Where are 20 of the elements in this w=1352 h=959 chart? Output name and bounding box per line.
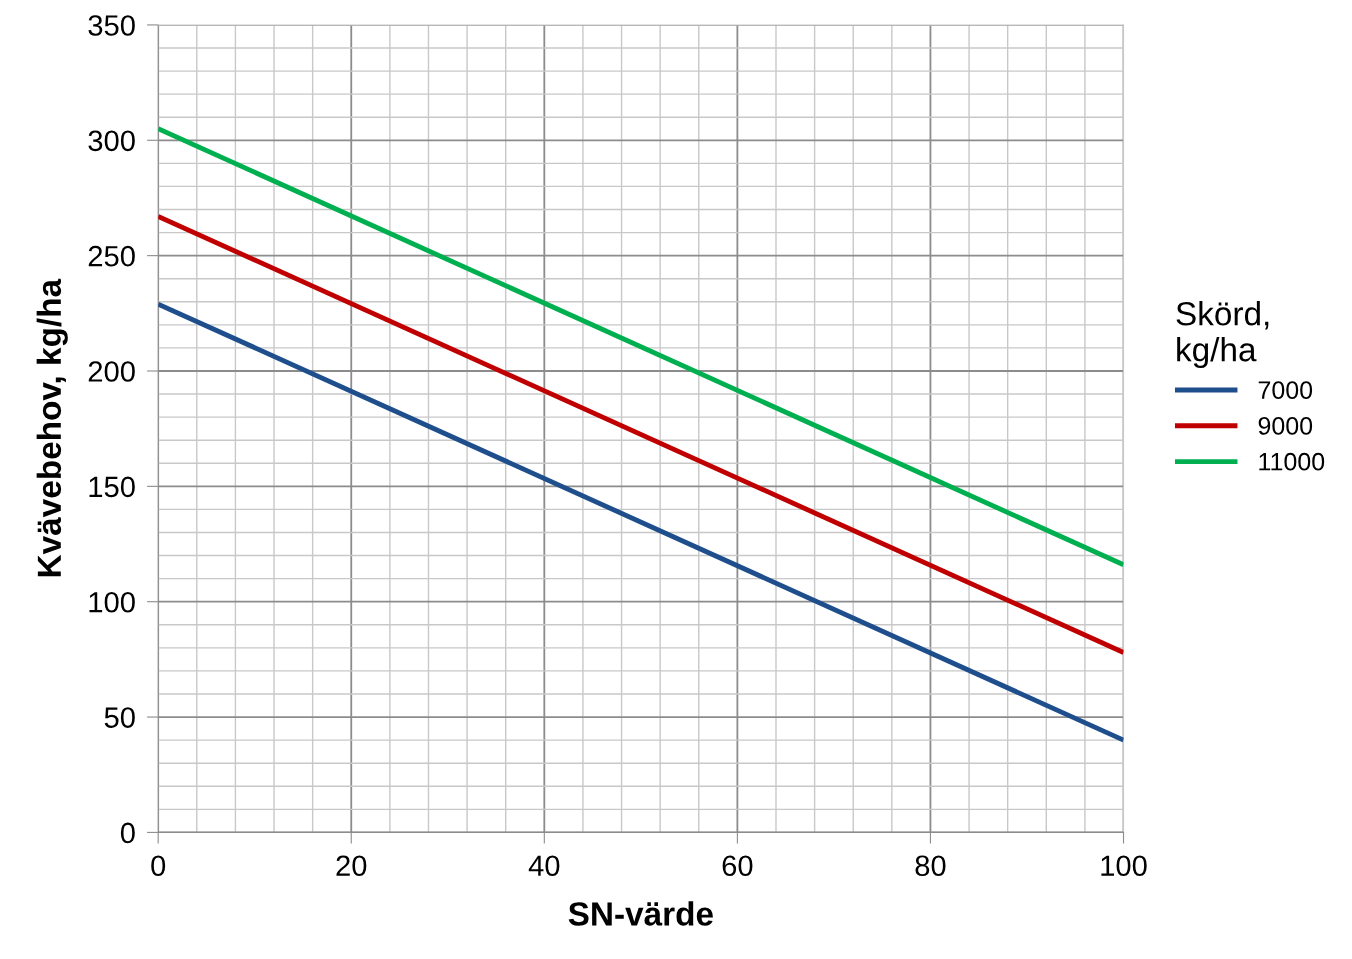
y-tick-label: 350 (88, 15, 135, 36)
y-tick-label: 300 (88, 130, 135, 152)
legend-label: 7000 (1258, 381, 1313, 399)
x-tick-label: 40 (528, 855, 560, 877)
y-tick-label: 250 (88, 245, 135, 267)
y-tick-label: 0 (120, 822, 135, 844)
y-tick-label: 150 (89, 476, 135, 498)
legend-label: 9000 (1258, 417, 1313, 435)
legend-label: 11000 (1259, 452, 1325, 471)
y-axis-title: Kvävebehov, kg/ha (36, 278, 68, 577)
x-tick-label: 100 (1101, 855, 1147, 877)
y-tick-label: 100 (89, 591, 135, 613)
x-tick-label: 0 (151, 855, 166, 877)
x-tick-label: 20 (336, 855, 367, 877)
x-tick-label: 60 (722, 855, 753, 877)
x-axis-title: SN-värde (568, 901, 713, 926)
legend-title: Skörd, kg/ha (1176, 301, 1269, 369)
x-tick-label: 80 (915, 855, 946, 877)
y-tick-label: 50 (104, 707, 135, 728)
y-tick-label: 200 (88, 361, 135, 382)
